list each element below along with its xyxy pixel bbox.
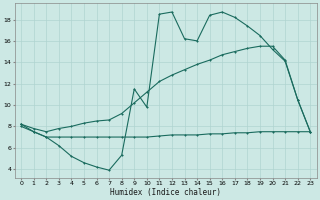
X-axis label: Humidex (Indice chaleur): Humidex (Indice chaleur) [110,188,221,197]
